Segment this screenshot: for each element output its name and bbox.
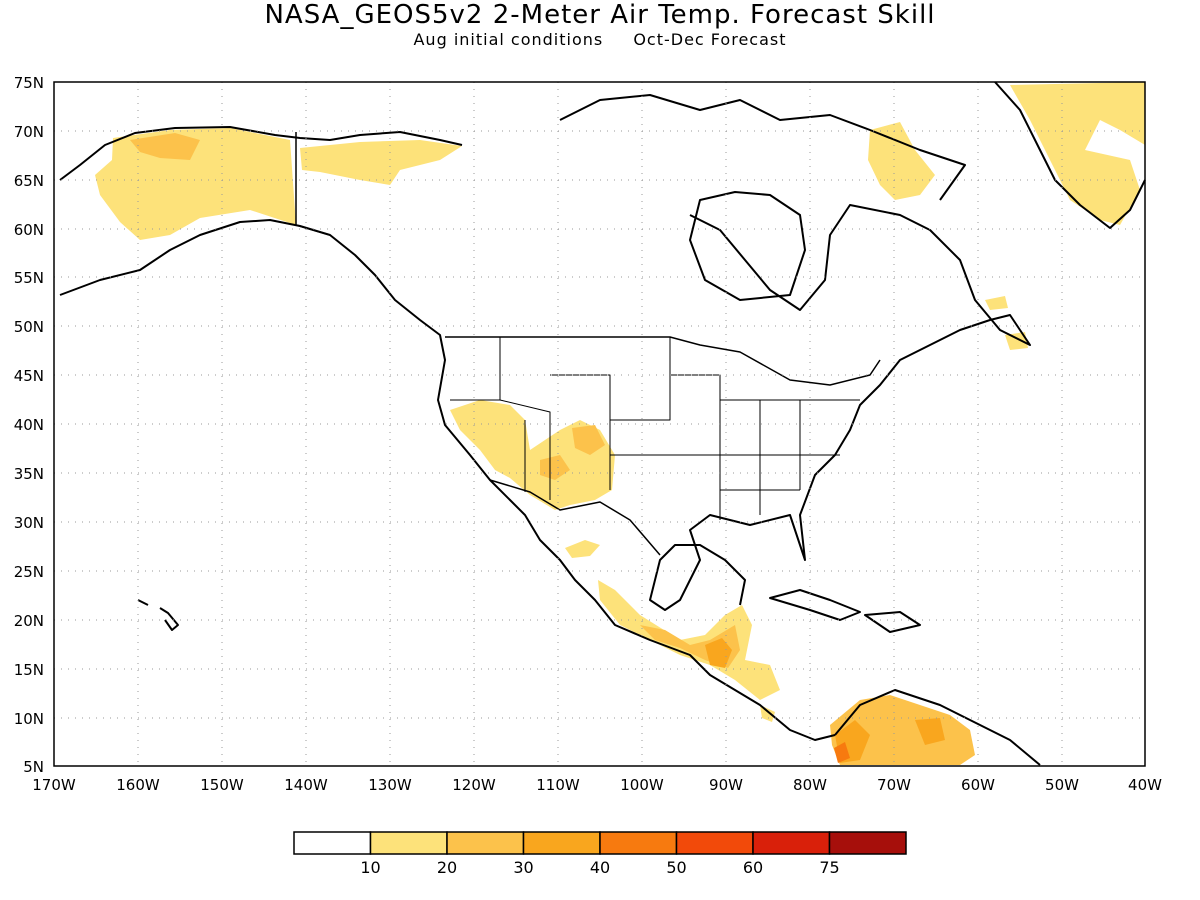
lon-tick-label: 170W bbox=[32, 776, 76, 794]
coastlines bbox=[59, 81, 1146, 766]
legend-swatch bbox=[675, 831, 754, 855]
legend-swatch bbox=[599, 831, 678, 855]
legend-swatch bbox=[293, 831, 372, 855]
map-title: NASA_GEOS5v2 2-Meter Air Temp. Forecast … bbox=[264, 0, 936, 30]
subtitle-initial-conditions: Aug initial conditions bbox=[413, 30, 604, 49]
shade-alaska bbox=[95, 128, 296, 240]
coastline-north-america-west bbox=[59, 219, 836, 741]
lat-tick-label: 25N bbox=[14, 563, 44, 581]
lon-tick-label: 150W bbox=[200, 776, 244, 794]
shade-southwest bbox=[450, 400, 615, 510]
shade-mexico bbox=[598, 580, 780, 700]
coastline-cuba bbox=[769, 589, 861, 621]
lat-tick-label: 35N bbox=[14, 465, 44, 483]
coastline-hispaniola bbox=[864, 611, 921, 633]
coastline-hawaii bbox=[137, 599, 179, 631]
lat-tick-label: 50N bbox=[14, 318, 44, 336]
shade-guatemala-core bbox=[705, 638, 732, 668]
lon-tick-label: 110W bbox=[536, 776, 580, 794]
legend-swatch bbox=[752, 831, 831, 855]
lat-tick-label: 65N bbox=[14, 172, 44, 190]
legend-labels: 10 20 30 40 50 60 75 bbox=[360, 858, 839, 877]
border-us-canada bbox=[445, 336, 881, 386]
lon-tick-label: 140W bbox=[284, 776, 328, 794]
lon-tick-label: 60W bbox=[961, 776, 995, 794]
coastline-hudson-bay bbox=[689, 191, 806, 301]
legend-label: 75 bbox=[819, 858, 839, 877]
skill-shading bbox=[95, 82, 1145, 765]
border-us-mexico bbox=[489, 479, 661, 556]
lat-tick-label: 5N bbox=[23, 758, 44, 776]
lat-tick-label: 55N bbox=[14, 269, 44, 287]
lon-tick-label: 160W bbox=[116, 776, 160, 794]
shade-newfoundland bbox=[1005, 332, 1028, 350]
legend-swatch bbox=[522, 831, 601, 855]
shade-sonora bbox=[565, 540, 600, 558]
lon-tick-labels: 170W 160W 150W 140W 130W 120W 110W 100W … bbox=[32, 776, 1162, 794]
border-alaska-canada bbox=[295, 132, 331, 236]
lon-tick-label: 80W bbox=[793, 776, 827, 794]
coastline-gulf-east bbox=[649, 204, 1031, 611]
coastline-arctic-islands bbox=[559, 94, 966, 201]
shade-colombia-venezuela bbox=[830, 695, 975, 765]
legend-label: 40 bbox=[590, 858, 610, 877]
shade-labrador bbox=[985, 296, 1008, 310]
legend-label: 10 bbox=[360, 858, 380, 877]
lat-tick-label: 75N bbox=[14, 74, 44, 92]
shade-baffin bbox=[868, 122, 935, 200]
coastline-greenland bbox=[994, 81, 1146, 229]
shade-alaska-core bbox=[130, 133, 200, 160]
lat-tick-label: 15N bbox=[14, 661, 44, 679]
lat-tick-label: 40N bbox=[14, 416, 44, 434]
coastline-alaska-north bbox=[59, 126, 463, 181]
lat-tick-label: 45N bbox=[14, 367, 44, 385]
shade-greenland bbox=[1010, 82, 1145, 225]
coastline-south-america bbox=[834, 689, 1041, 766]
legend-swatch bbox=[446, 831, 525, 855]
legend-label: 20 bbox=[437, 858, 457, 877]
map-frame bbox=[53, 81, 1146, 767]
legend-label: 50 bbox=[666, 858, 686, 877]
legend-swatch bbox=[828, 831, 907, 855]
map-subtitle: Aug initial conditions Oct-Dec Forecast bbox=[0, 30, 1200, 49]
lon-tick-label: 70W bbox=[877, 776, 911, 794]
shade-venezuela-core bbox=[915, 718, 945, 745]
subtitle-forecast-period: Oct-Dec Forecast bbox=[633, 30, 787, 49]
shade-colombia-hot bbox=[834, 742, 850, 763]
legend-label: 60 bbox=[743, 858, 763, 877]
legend-swatch bbox=[369, 831, 448, 855]
shade-colorado-core bbox=[572, 425, 605, 455]
lat-tick-label: 60N bbox=[14, 221, 44, 239]
legend bbox=[293, 831, 907, 855]
shade-yukon bbox=[300, 140, 462, 185]
lat-tick-labels: 75N 70N 65N 60N 55N 50N 45N 40N 35N 30N … bbox=[14, 74, 44, 776]
lat-tick-label: 70N bbox=[14, 123, 44, 141]
lat-tick-label: 10N bbox=[14, 710, 44, 728]
lat-tick-label: 30N bbox=[14, 514, 44, 532]
lon-tick-label: 40W bbox=[1128, 776, 1162, 794]
legend-label: 30 bbox=[513, 858, 533, 877]
lat-tick-label: 20N bbox=[14, 612, 44, 630]
lon-tick-label: 100W bbox=[620, 776, 664, 794]
lon-tick-label: 120W bbox=[452, 776, 496, 794]
lon-tick-label: 130W bbox=[368, 776, 412, 794]
shade-southwest-core bbox=[540, 455, 570, 480]
lon-tick-label: 90W bbox=[709, 776, 743, 794]
lon-tick-label: 50W bbox=[1045, 776, 1079, 794]
